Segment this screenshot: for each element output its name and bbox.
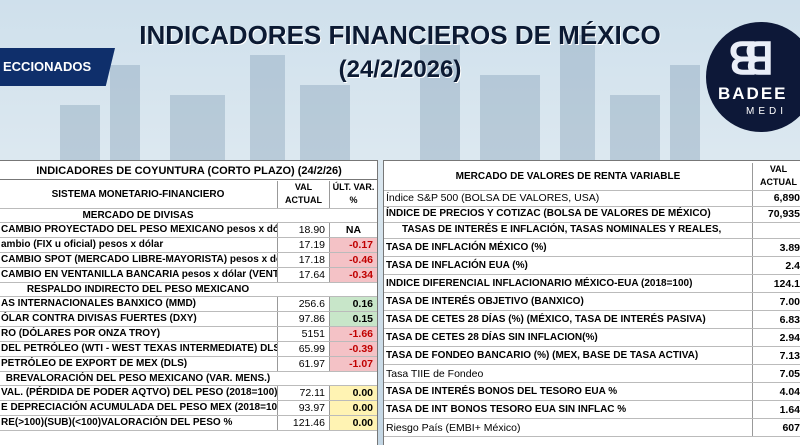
col-val-header: VAL ACTUAL [277,181,329,208]
table-row: TASA DE INT BONOS TESORO EUA SIN INFLAC … [384,401,800,419]
table-row: CAMBIO PROYECTADO DEL PESO MEXICANO peso… [0,223,377,238]
page-title: INDICADORES FINANCIEROS DE MÉXICO [139,20,661,50]
logo-subtitle: MEDI [746,106,787,117]
table-row: Índice S&P 500 (BOLSA DE VALORES, USA) 6… [384,191,800,207]
subheader-divisas: MERCADO DE DIVISAS [0,209,377,223]
subheader-sobrevaloracion: BREVALORACIÓN DEL PESO MEXICANO (VAR. ME… [0,372,377,386]
table-title: INDICADORES DE COYUNTURA (CORTO PLAZO) (… [36,165,342,177]
col-var-header: ÚLT. VAR. % [329,181,377,208]
header-row: MERCADO DE VALORES DE RENTA VARIABLE VAL… [384,163,800,191]
subheader-respaldo: RESPALDO INDIRECTO DEL PESO MEXICANO [0,283,377,297]
table-row: TASAS DE INTERÉS E INFLACIÓN, TASAS NOMI… [384,223,800,239]
table-row: TASA DE INTERÉS OBJETIVO (BANXICO) 7.00 [384,293,800,311]
right-table-title: MERCADO DE VALORES DE RENTA VARIABLE [455,171,681,182]
table-row: INDICE DIFERENCIAL INFLACIONARIO MÉXICO-… [384,275,800,293]
table-row: Tasa TIIE de Fondeo 7.05 [384,365,800,383]
table-row: TASA DE CETES 28 DÍAS SIN INFLACION(%) 2… [384,329,800,347]
table-row: VAL. (PÉRDIDA DE PODER AQTVO) DEL PESO (… [0,386,377,401]
table-row: TASA DE CETES 28 DÍAS (%) (MÉXICO, TASA … [384,311,800,329]
table-row: TASA DE INTERÉS BONOS DEL TESORO EUA % 4… [384,383,800,401]
page-date: (24/2/2026) [338,56,462,83]
table-row: TASA DE INFLACIÓN MÉXICO (%) 3.89 [384,239,800,257]
coyuntura-table: INDICADORES DE COYUNTURA (CORTO PLAZO) (… [0,160,378,445]
table-row: CAMBIO SPOT (MERCADO LIBRE-MAYORISTA) pe… [0,253,377,268]
table-row: ÓLAR CONTRA DIVISAS FUERTES (DXY) 97.86 … [0,312,377,327]
table-row: E DEPRECIACIÓN ACUMULADA DEL PESO MEX (2… [0,401,377,416]
table-row: RO (DÓLARES POR ONZA TROY) 5151 -1.66 [0,327,377,342]
table-row: PETRÓLEO DE EXPORT DE MEX (DLS) 61.97 -1… [0,357,377,372]
col-val-header: VAL ACTUAL [752,163,800,190]
brand-logo: ꓭꓭ BADEE MEDI [706,22,800,132]
renta-variable-table: MERCADO DE VALORES DE RENTA VARIABLE VAL… [383,160,800,445]
table-row: AS INTERNACIONALES BANXICO (MMD) 256.6 0… [0,297,377,312]
table-row: RE(>100)(SUB)(<100)VALORACIÓN DEL PESO %… [0,416,377,431]
section-header: SISTEMA MONETARIO-FINANCIERO [51,189,225,200]
table-row: TASA DE INFLACIÓN EUA (%) 2.4 [384,257,800,275]
table-title-row: INDICADORES DE COYUNTURA (CORTO PLAZO) (… [0,164,377,180]
table-row: DEL PETRÓLEO (WTI - WEST TEXAS INTERMEDI… [0,342,377,357]
header-row: SISTEMA MONETARIO-FINANCIERO VAL ACTUAL … [0,181,377,209]
section-ribbon: ECCIONADOS [0,48,115,86]
table-row: CAMBIO EN VENTANILLA BANCARIA pesos x dó… [0,268,377,283]
table-row: Riesgo País (EMBI+ México) 607 [384,419,800,437]
logo-mark-icon: ꓭꓭ [728,35,775,84]
table-row: ÍNDICE DE PRECIOS Y COTIZAC (BOLSA DE VA… [384,207,800,223]
logo-name: BADEE [718,84,788,103]
table-row: TASA DE FONDEO BANCARIO (%) (MEX, BASE D… [384,347,800,365]
table-row: ambio (FIX u oficial) pesos x dólar 17.1… [0,238,377,253]
